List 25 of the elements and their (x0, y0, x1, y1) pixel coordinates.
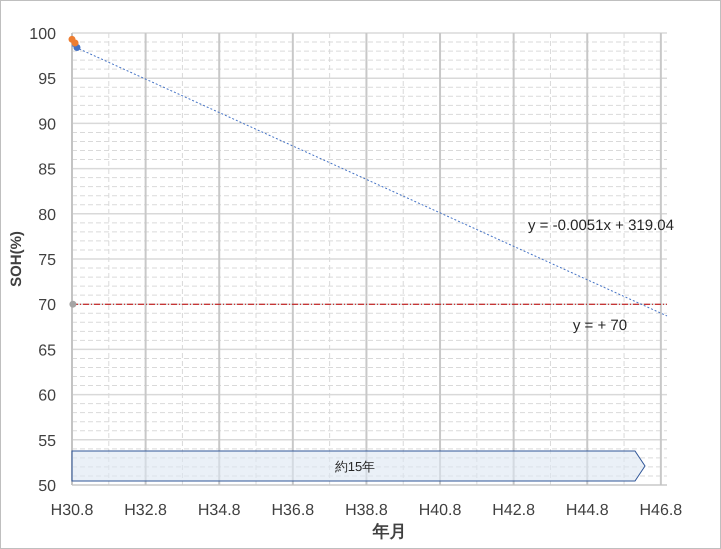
y-tick-label: 95 (38, 71, 56, 88)
y-tick-label: 60 (38, 388, 56, 405)
y-tick-label: 90 (38, 116, 56, 134)
x-tick-label: H46.8 (640, 502, 682, 519)
y-tick-label: 55 (38, 432, 56, 450)
annotation: 約15年 (334, 459, 376, 474)
y-axis-title: SOH(%) (8, 231, 25, 287)
y-tick-label: 70 (38, 297, 56, 314)
x-axis-title: 年月 (372, 522, 406, 541)
x-tick-label: H34.8 (198, 502, 241, 519)
y-tick-label: 100 (29, 26, 56, 43)
y-tick-label: 85 (38, 162, 56, 179)
y-tick-label: 65 (38, 342, 56, 360)
x-tick-label: H32.8 (124, 502, 168, 519)
x-tick-label: H40.8 (418, 502, 462, 519)
x-tick-label: H30.8 (50, 502, 94, 519)
x-tick-label: H44.8 (566, 502, 609, 519)
y-tick-label: 75 (38, 252, 56, 269)
x-tick-label: H36.8 (271, 502, 314, 519)
y-tick-label: 80 (38, 206, 56, 224)
y-tick-label: 50 (38, 478, 56, 495)
annotation: y = -0.0051x + 319.04 (528, 217, 674, 234)
x-tick-label: H38.8 (345, 502, 388, 519)
x-tick-label: H42.8 (492, 502, 536, 519)
annotation: y = + 70 (572, 317, 628, 334)
